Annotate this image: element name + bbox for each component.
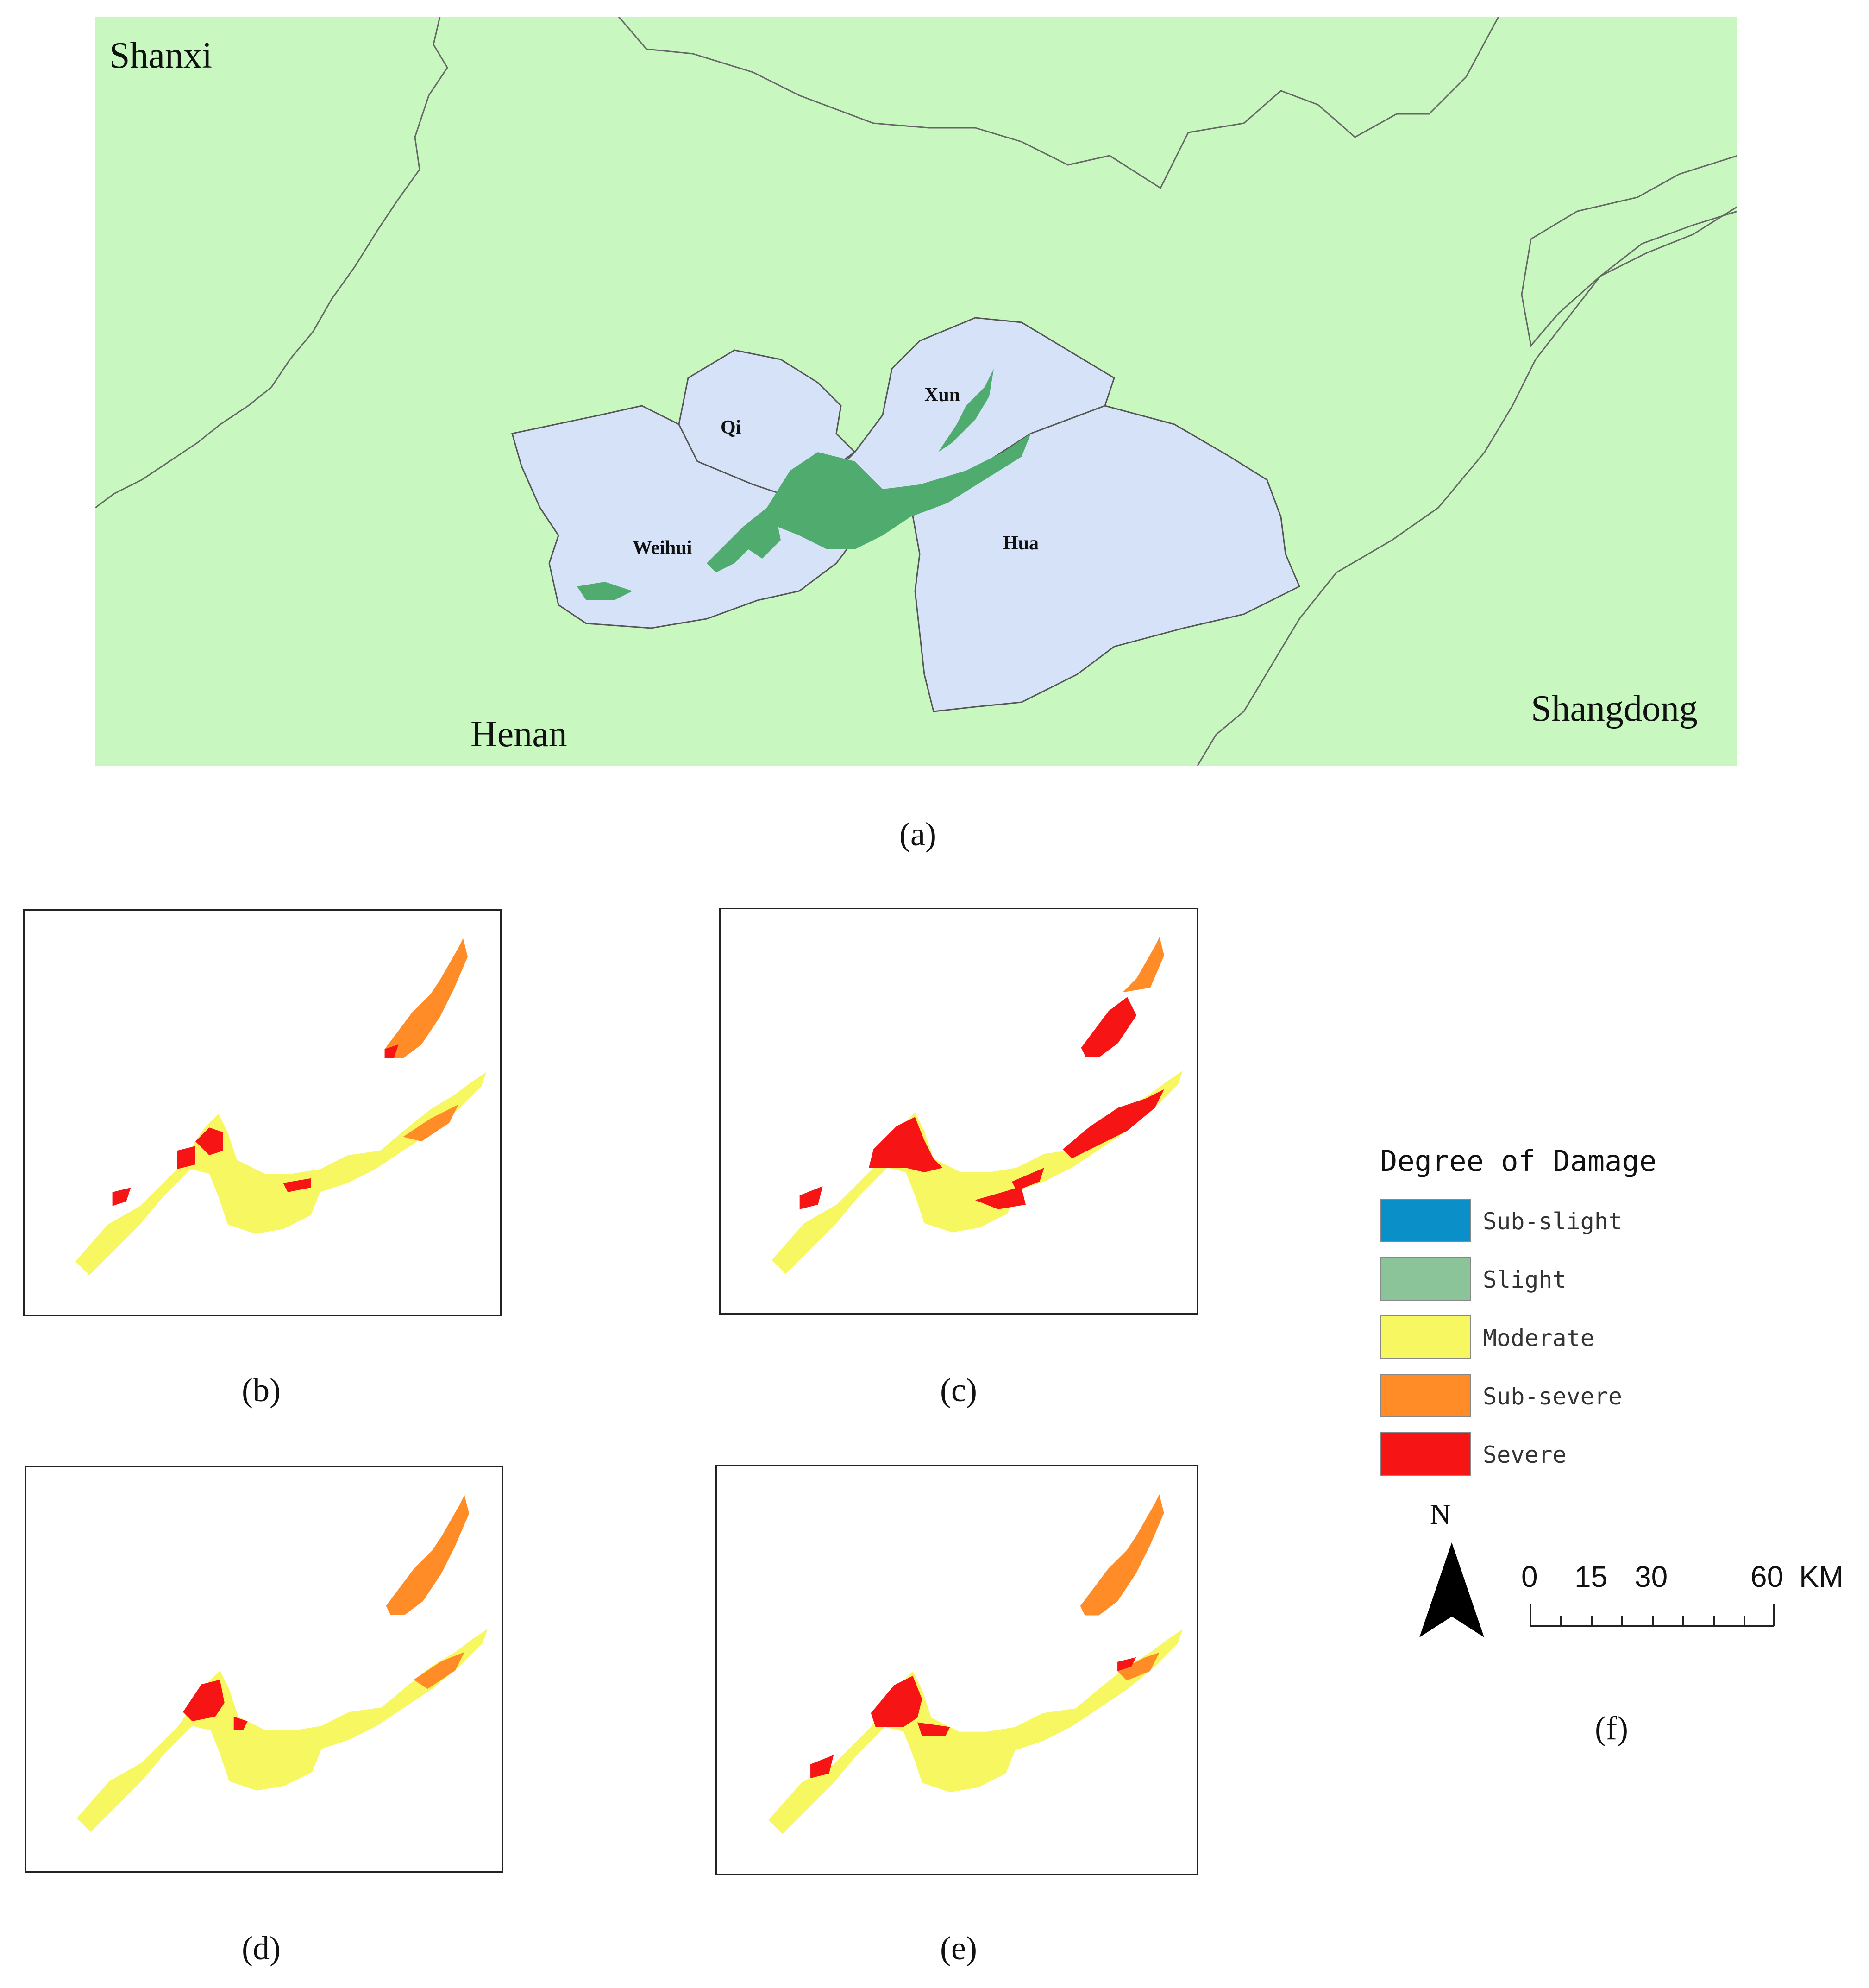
caption-d: (d) [242,1930,281,1967]
north-label: N [1430,1499,1451,1530]
severe-area [112,1187,131,1206]
severe-area [283,1178,311,1192]
caption-e: (e) [940,1930,977,1967]
moderate-area [76,1629,488,1832]
legend-label-sub-severe: Sub-severe [1483,1383,1623,1410]
scale-tick-60: 60 [1750,1560,1784,1593]
wetland-area [577,369,1031,600]
scale-tick-30: 30 [1635,1560,1668,1593]
province-boundary-north [618,17,1499,189]
wetland-patch [938,369,994,452]
sub-severe-area [384,938,468,1058]
legend-item-severe: Severe [1380,1432,1797,1477]
wetland-patch [707,434,1031,572]
severe-area [975,1186,1026,1209]
sub-severe-area [1123,937,1164,993]
legend-item-sub-slight: Sub-slight [1380,1199,1797,1243]
legend-label-moderate: Moderate [1483,1325,1594,1352]
overview-map: Shanxi Henan Shangdong Qi Xun Weihui Hua [95,17,1737,766]
caption-b: (b) [242,1371,281,1409]
sub-severe-area [403,1104,459,1142]
moderate-area [771,1070,1183,1274]
severe-area [1117,1657,1136,1672]
legend: Degree of Damage Sub-slight Slight Moder… [1380,1144,1862,1746]
damage-map-e [715,1465,1198,1875]
legend-item-moderate: Moderate [1380,1315,1797,1360]
severe-area [1012,1168,1044,1191]
county-label-qi: Qi [721,417,741,438]
damage-map-d-graphic [76,1495,488,1832]
severe-area [799,1186,823,1209]
severe-area [871,1676,922,1727]
wetland-patch [577,582,633,600]
damage-map-b [23,909,502,1316]
county-label-weihui: Weihui [633,537,692,559]
severe-area [177,1146,195,1170]
severe-area [810,1755,834,1779]
sub-severe-area [414,1652,465,1689]
caption-f: (f) [1595,1710,1628,1747]
province-boundary-west [95,17,448,509]
scale-tick-0: 0 [1521,1560,1538,1593]
legend-swatch-sub-slight [1380,1199,1471,1242]
sub-severe-area [1080,1494,1164,1616]
damage-map-c [719,908,1198,1315]
damage-map-e-graphic [768,1494,1183,1834]
severe-area [384,1044,399,1058]
legend-swatch-slight [1380,1257,1471,1301]
scale-tick-15: 15 [1574,1560,1608,1593]
legend-item-sub-severe: Sub-severe [1380,1374,1797,1418]
severe-area [183,1680,225,1722]
scale-bar [1530,1604,1775,1627]
damage-map-b-graphic [75,938,486,1276]
legend-label-sub-slight: Sub-slight [1483,1208,1623,1235]
north-arrow-icon [1419,1542,1484,1637]
caption-a: (a) [899,816,936,853]
legend-label-slight: Slight [1483,1266,1567,1293]
legend-item-slight: Slight [1380,1257,1797,1302]
damage-map-d [25,1466,503,1873]
county-label-hua: Hua [1003,533,1039,554]
moderate-area [75,1072,486,1276]
moderate-area [768,1629,1183,1834]
caption-c: (c) [940,1371,977,1409]
legend-swatch-moderate [1380,1315,1471,1359]
legend-label-severe: Severe [1483,1441,1567,1468]
county-label-xun: Xun [924,384,960,406]
damage-map-c-graphic [771,937,1183,1274]
province-label-shanxi: Shanxi [109,35,212,76]
legend-swatch-severe [1380,1432,1471,1476]
province-boundary-northeast [1521,155,1737,347]
wetland-patch [748,517,781,559]
severe-area [1062,1089,1164,1159]
severe-area [917,1722,950,1736]
province-label-shangdong: Shangdong [1531,688,1698,729]
province-label-henan: Henan [470,714,567,755]
legend-swatch-sub-severe [1380,1374,1471,1417]
sub-severe-area [1117,1652,1160,1681]
severe-area [869,1117,943,1173]
legend-title: Degree of Damage [1380,1144,1657,1178]
severe-area [233,1717,248,1731]
province-boundary-east [1197,210,1737,766]
severe-area [1081,997,1137,1057]
sub-severe-area [386,1495,469,1615]
county-hua-shape [909,405,1300,712]
scale-unit: KM [1799,1560,1844,1593]
